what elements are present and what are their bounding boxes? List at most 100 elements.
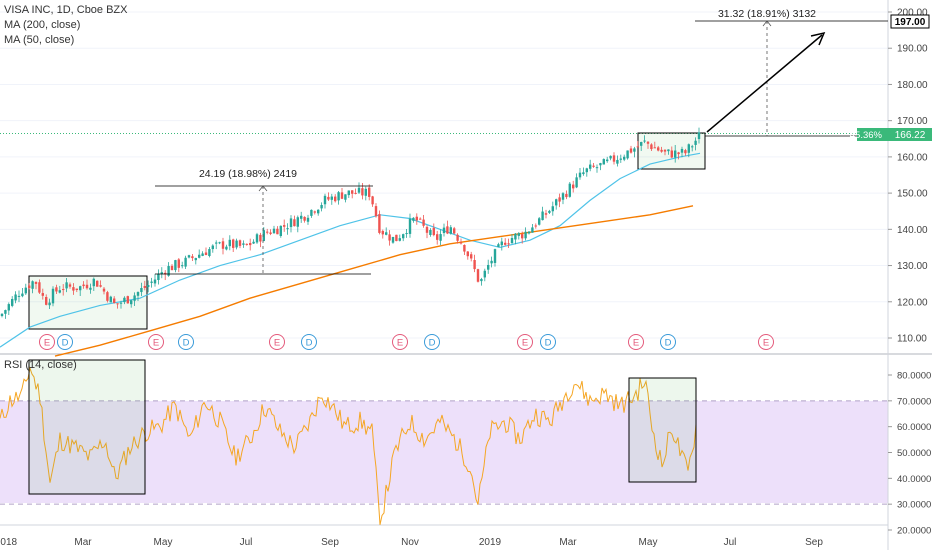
rsi-path [0,366,697,525]
candle-body [691,146,694,148]
candle-body [616,159,619,164]
time-tick-label: May [154,537,173,548]
rsi-box-2[interactable] [628,377,697,483]
rsi-tick-label: 20.0000 [897,526,931,537]
dividend-marker[interactable]: D [57,334,73,350]
rsi-grid [0,400,888,505]
candle-body [252,241,255,244]
rsi-box-1[interactable] [28,359,146,495]
rsi-axis: 80.0000 70.0000 60.0000 50.0000 40.0000 30.00… [888,371,931,537]
candle-body [21,293,24,297]
candle-body [330,196,333,200]
candle-body [249,243,252,246]
dividend-marker[interactable]: D [660,334,676,350]
candle-body [476,269,480,282]
earnings-marker[interactable]: E [517,334,533,350]
candle-body [364,188,367,196]
event-marker-label: E [153,338,159,349]
candle-body [687,144,690,153]
ma200-legend[interactable]: MA (200, close) [4,19,81,31]
candle-body [419,218,422,220]
price-tick-label: 130.00 [897,261,928,272]
rsi-tick-label: 80.0000 [897,371,931,382]
projection-arrow[interactable] [706,31,826,133]
earnings-marker[interactable]: E [758,334,774,350]
candle-body [490,260,493,264]
moving-averages [0,152,701,357]
earnings-marker[interactable]: E [628,334,644,350]
candle-body [354,192,357,194]
candle-body [565,193,568,198]
candle-body [636,146,639,148]
earnings-marker[interactable]: E [39,334,55,350]
event-marker-circle [517,334,533,350]
candle-body [306,217,310,222]
candle-body [89,287,92,290]
candle-body [524,231,527,239]
dividend-marker[interactable]: D [424,334,440,350]
ma50-legend[interactable]: MA (50, close) [4,34,75,46]
candle-body [164,272,167,275]
measure2-arrowhead [762,20,772,27]
earnings-marker[interactable]: E [269,334,285,350]
event-marker-label: E [274,338,280,349]
event-marker-label: D [429,338,436,349]
candle-body [327,196,330,200]
candle-body [459,242,463,244]
ma200-line [54,205,694,357]
candle-body [660,149,663,152]
candle-body [204,252,208,256]
measure-tool-2[interactable]: 31.32 (18.91%) 3132 [695,8,888,137]
candle-body [194,258,197,261]
candle-body [612,155,616,162]
candle-body [99,285,102,287]
rsi-legend[interactable]: RSI (14, close) [4,359,77,371]
candle-body [272,228,276,234]
event-marker-circle [178,334,194,350]
candle-body [150,281,153,283]
price-grid [0,11,888,339]
candle-body [75,288,78,290]
candle-body [374,206,378,217]
candle-body [558,197,561,202]
event-marker-label: D [62,338,69,349]
candle-body [143,285,146,288]
candle-body [153,279,157,284]
candle-body [582,172,585,175]
candle-body [561,193,565,200]
candle-body [568,183,571,197]
event-marker-circle [57,334,73,350]
candle-body [466,251,469,257]
measure-tool-1[interactable]: 24.19 (18.98%) 2419 [155,168,373,275]
candle-body [225,246,228,250]
candle-body [429,229,432,235]
candle-body [24,287,27,294]
candle-body [646,141,650,144]
price-tick-label: 190.00 [897,44,928,55]
earnings-marker[interactable]: E [148,334,164,350]
candle-body [415,216,418,221]
projection-arrow-line [706,34,823,133]
candle-body [694,140,697,145]
candle-body [62,289,65,291]
candle-body [106,292,109,301]
candle-body [157,273,160,281]
candle-body [480,279,483,282]
candle-body [167,266,170,276]
candle-body [623,156,626,160]
candle-body [548,210,551,213]
candle-body [378,214,381,233]
dividend-marker[interactable]: D [178,334,194,350]
candle-body [361,188,364,196]
candle-body [504,242,507,245]
candle-body [79,286,82,291]
dividend-marker[interactable]: D [540,334,556,350]
symbol-title[interactable]: VISA INC, 1D, Cboe BZX [4,4,128,16]
rsi-tick-label: 30.0000 [897,500,931,511]
dividend-marker[interactable]: D [301,334,317,350]
time-tick-label: Sep [805,537,823,548]
candle-body [48,302,51,306]
earnings-marker[interactable]: E [392,334,408,350]
candle-body [619,158,622,160]
